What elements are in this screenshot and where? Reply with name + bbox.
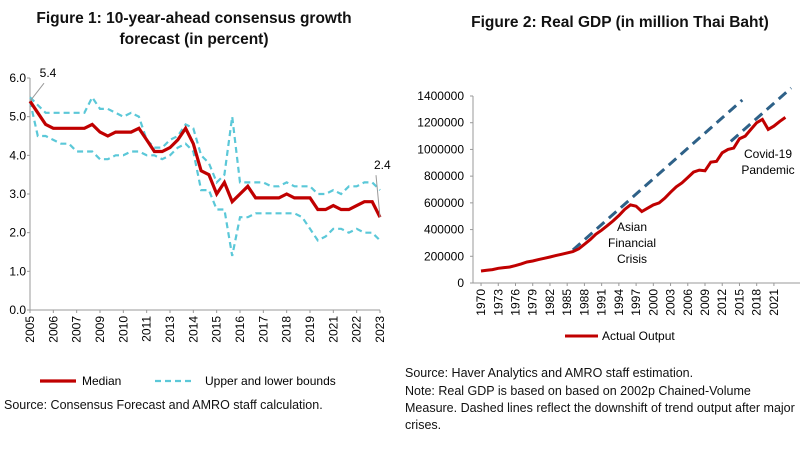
gdp-line [480, 116, 787, 273]
x-tick-label: 2016 [233, 316, 247, 343]
x-tick-label: 1991 [595, 289, 609, 316]
annotation: Asian [617, 220, 647, 234]
x-tick-label: 1997 [629, 289, 643, 316]
note: Note: Real GDP is based on based on 2002… [405, 384, 795, 432]
source: Source: Haver Analytics and AMRO staff e… [405, 366, 694, 380]
y-tick-label: 400000 [424, 223, 464, 237]
data-label: 2.4 [374, 158, 391, 172]
x-tick-label: 2005 [23, 316, 37, 343]
x-tick-label: 2014 [186, 316, 200, 343]
y-tick-label: 3.0 [9, 187, 26, 201]
y-tick-label: 0 [457, 276, 464, 290]
y-tick-label: 1400000 [417, 89, 464, 103]
annotation: Pandemic [741, 163, 794, 177]
x-tick-label: 2022 [350, 316, 364, 343]
x-tick-label: 1979 [526, 289, 540, 316]
legend-label: Actual Output [602, 329, 675, 343]
x-tick-label: 1976 [508, 289, 522, 316]
trend-line [571, 98, 744, 252]
y-tick-label: 0.0 [9, 303, 26, 317]
x-tick-label: 2003 [664, 289, 678, 316]
x-tick-label: 2018 [750, 289, 764, 316]
x-tick-label: 2021 [767, 289, 781, 316]
x-tick-label: 1982 [543, 289, 557, 316]
y-tick-label: 200000 [424, 249, 464, 263]
source: Source: Consensus Forecast and AMRO staf… [4, 398, 323, 412]
x-tick-label: 2012 [715, 289, 729, 316]
y-tick-label: 1200000 [417, 116, 464, 130]
x-tick-label: 1994 [612, 289, 626, 316]
legend-label: Upper and lower bounds [205, 374, 336, 388]
chart-title: Figure 1: 10-year-ahead consensus growth… [36, 10, 352, 48]
x-tick-label: 2015 [210, 316, 224, 343]
x-tick-label: 2013 [163, 316, 177, 343]
x-tick-label: 1973 [491, 289, 505, 316]
label-leader [375, 175, 381, 218]
y-tick-label: 5.0 [9, 110, 26, 124]
median-line [28, 100, 382, 218]
x-tick-label: 1970 [474, 289, 488, 316]
x-tick-label: 2023 [373, 316, 387, 343]
x-tick-label: 2021 [326, 316, 340, 343]
x-tick-label: 2006 [46, 316, 60, 343]
chart-title: Figure 2: Real GDP (in million Thai Baht… [471, 14, 769, 31]
x-tick-label: 2018 [280, 316, 294, 343]
x-tick-label: 2010 [116, 316, 130, 343]
annotation: Crisis [617, 252, 647, 266]
x-tick-label: 2017 [256, 316, 270, 343]
x-tick-label: 2011 [140, 316, 154, 342]
annotation: Financial [608, 236, 656, 250]
annotation: Covid-19 [744, 147, 792, 161]
x-tick-label: 2000 [646, 289, 660, 316]
legend-label: Median [82, 374, 121, 388]
y-tick-label: 800000 [424, 169, 464, 183]
y-tick-label: 6.0 [9, 71, 26, 85]
x-tick-label: 2019 [303, 316, 317, 343]
label-leader [29, 82, 45, 102]
x-tick-label: 2007 [70, 316, 84, 343]
y-tick-label: 1000000 [417, 142, 464, 156]
bound-line [29, 95, 381, 196]
x-tick-label: 2009 [93, 316, 107, 343]
y-tick-label: 2.0 [9, 226, 26, 240]
y-tick-label: 600000 [424, 196, 464, 210]
trend-line [729, 86, 793, 143]
data-label: 5.4 [40, 66, 57, 80]
y-tick-label: 4.0 [9, 148, 26, 162]
x-tick-label: 2015 [732, 289, 746, 316]
y-tick-label: 1.0 [9, 264, 26, 278]
x-tick-label: 1985 [560, 289, 574, 316]
x-tick-label: 2009 [698, 289, 712, 316]
bound-line [28, 100, 381, 257]
x-tick-label: 1988 [577, 289, 591, 316]
x-tick-label: 2006 [681, 289, 695, 316]
